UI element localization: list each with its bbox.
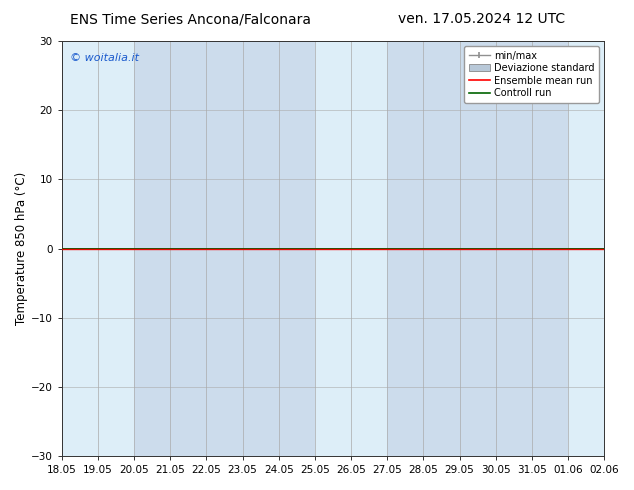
Text: ven. 17.05.2024 12 UTC: ven. 17.05.2024 12 UTC xyxy=(398,12,566,26)
Text: © woitalia.it: © woitalia.it xyxy=(70,53,139,64)
Text: ENS Time Series Ancona/Falconara: ENS Time Series Ancona/Falconara xyxy=(70,12,311,26)
Bar xyxy=(568,41,604,456)
Bar xyxy=(61,41,134,456)
Bar xyxy=(315,41,387,456)
Y-axis label: Temperature 850 hPa (°C): Temperature 850 hPa (°C) xyxy=(15,172,28,325)
Legend: min/max, Deviazione standard, Ensemble mean run, Controll run: min/max, Deviazione standard, Ensemble m… xyxy=(464,46,599,103)
